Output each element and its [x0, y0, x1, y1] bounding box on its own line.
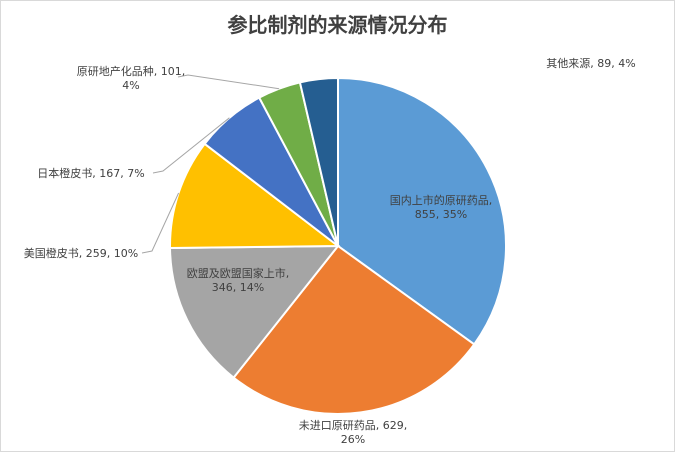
- data-label: 未进口原研药品, 629, 26%: [299, 419, 408, 446]
- data-label: 日本橙皮书, 167, 7%: [37, 166, 144, 180]
- data-label: 其他来源, 89, 4%: [546, 56, 635, 70]
- data-label: 原研地产化品种, 101, 4%: [77, 64, 186, 92]
- pie-slice: [168, 244, 341, 380]
- pie-slice: [298, 76, 339, 247]
- pie-slice: [169, 142, 341, 249]
- chart-title: 参比制剂的来源情况分布: [227, 13, 448, 37]
- pie-slice: [232, 244, 476, 415]
- pie-slice: [337, 76, 507, 346]
- data-label: 美国橙皮书, 259, 10%: [24, 246, 138, 260]
- leader-line: [177, 74, 280, 90]
- leader-line: [152, 117, 230, 174]
- leader-line: [141, 192, 180, 254]
- data-label: 欧盟及欧盟国家上市, 346, 14%: [187, 266, 290, 294]
- data-label: 国内上市的原研药品, 855, 35%: [390, 193, 493, 221]
